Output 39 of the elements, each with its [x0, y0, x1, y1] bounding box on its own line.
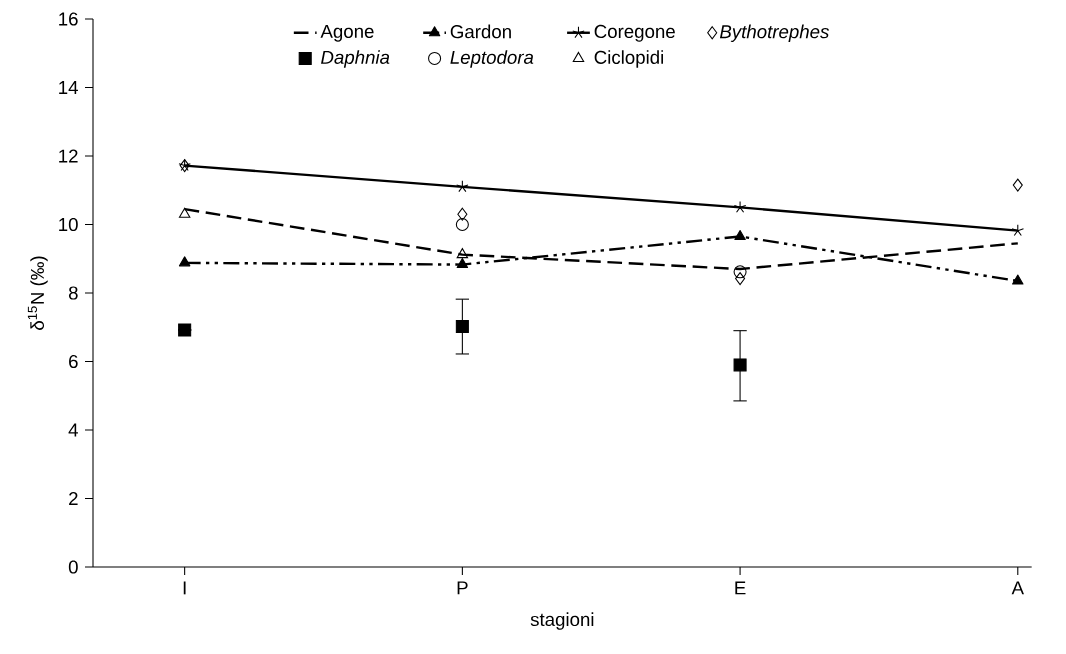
- point: [1012, 274, 1024, 285]
- y-tick-label: 16: [59, 12, 78, 26]
- y-tick-label: 2: [69, 491, 78, 506]
- legend-label: Agone: [320, 24, 374, 42]
- y-tick-label: 0: [68, 560, 78, 574]
- point: [734, 229, 746, 241]
- x-axis-title: stagioni: [530, 612, 594, 630]
- y-tick-label: 10: [59, 217, 78, 232]
- legend-label: Gardon: [450, 24, 511, 39]
- y-tick-label: 6: [69, 354, 78, 369]
- point: [456, 180, 469, 193]
- point: [733, 200, 747, 213]
- y-tick-label: 4: [68, 423, 78, 437]
- x-tick-label: A: [1011, 581, 1024, 595]
- point: [1012, 178, 1023, 192]
- x-tick-label: P: [457, 581, 468, 595]
- y-tick-label: 12: [59, 149, 78, 163]
- x-tick-label: E: [735, 581, 746, 595]
- point: [735, 272, 746, 286]
- point: [1011, 224, 1025, 237]
- point: [178, 323, 192, 337]
- point: [455, 217, 469, 232]
- point: [178, 207, 191, 218]
- y-tick-label: 14: [59, 81, 78, 94]
- legend-label: Coregone: [594, 24, 675, 42]
- point: [456, 248, 469, 259]
- x-tick-label: I: [183, 581, 186, 595]
- point: [457, 207, 468, 221]
- point: [733, 265, 747, 279]
- legend-label: Ciclopidi: [594, 50, 663, 68]
- point: [456, 258, 469, 269]
- legend-label: Daphnia: [321, 50, 390, 68]
- y-axis-title: δ$^{15}$N (‰): [27, 256, 48, 330]
- point: [733, 358, 747, 372]
- point: [455, 320, 469, 334]
- legend-label: Bythotrephes: [719, 24, 829, 42]
- legend-label: Leptodora: [450, 50, 534, 68]
- point: [178, 256, 191, 267]
- y-tick-label: 8: [68, 286, 78, 300]
